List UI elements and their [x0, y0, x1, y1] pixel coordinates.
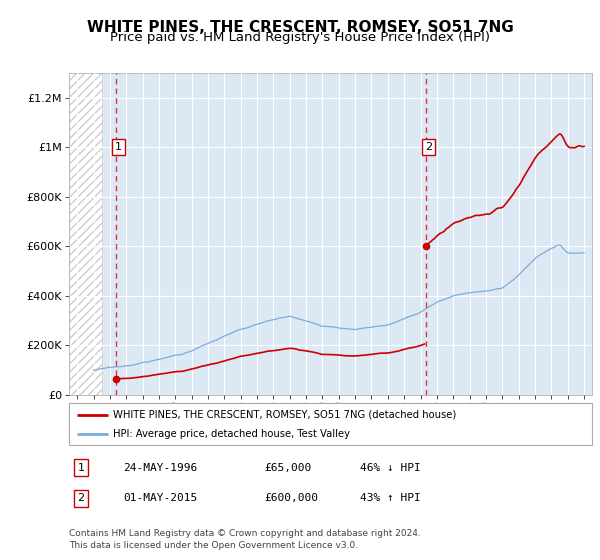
- Text: 1: 1: [115, 142, 122, 152]
- Text: HPI: Average price, detached house, Test Valley: HPI: Average price, detached house, Test…: [113, 429, 350, 439]
- Text: Contains HM Land Registry data © Crown copyright and database right 2024.
This d: Contains HM Land Registry data © Crown c…: [69, 529, 421, 550]
- Text: 2: 2: [77, 493, 85, 503]
- Text: WHITE PINES, THE CRESCENT, ROMSEY, SO51 7NG: WHITE PINES, THE CRESCENT, ROMSEY, SO51 …: [86, 20, 514, 35]
- Text: 2: 2: [425, 142, 432, 152]
- Text: 01-MAY-2015: 01-MAY-2015: [123, 493, 197, 503]
- Text: Price paid vs. HM Land Registry's House Price Index (HPI): Price paid vs. HM Land Registry's House …: [110, 31, 490, 44]
- Text: 24-MAY-1996: 24-MAY-1996: [123, 463, 197, 473]
- Text: WHITE PINES, THE CRESCENT, ROMSEY, SO51 7NG (detached house): WHITE PINES, THE CRESCENT, ROMSEY, SO51 …: [113, 409, 457, 419]
- Text: £600,000: £600,000: [264, 493, 318, 503]
- Bar: [69, 73, 102, 395]
- Text: 46% ↓ HPI: 46% ↓ HPI: [360, 463, 421, 473]
- Text: £65,000: £65,000: [264, 463, 311, 473]
- Text: 1: 1: [77, 463, 85, 473]
- Text: 43% ↑ HPI: 43% ↑ HPI: [360, 493, 421, 503]
